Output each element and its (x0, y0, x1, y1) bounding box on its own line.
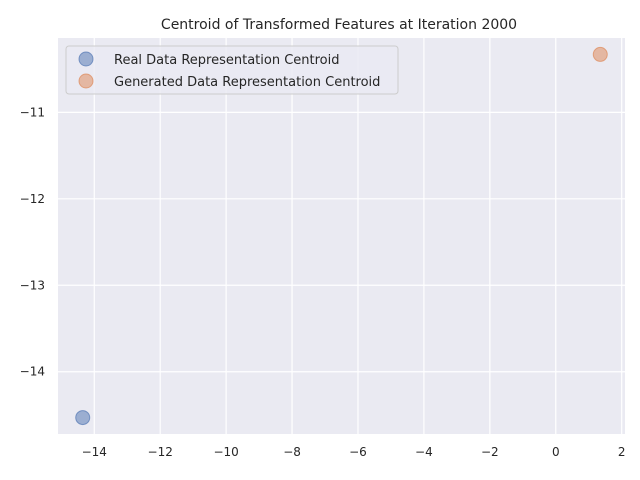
legend-label: Real Data Representation Centroid (114, 53, 339, 68)
x-tick-label: −6 (349, 445, 367, 459)
x-tick-label: 2 (618, 445, 626, 459)
x-tick-label: 0 (552, 445, 560, 459)
x-tick-label: −14 (82, 445, 107, 459)
y-tick-label: −11 (20, 105, 45, 119)
y-tick-label: −13 (20, 278, 45, 292)
data-points (75, 46, 608, 426)
legend-marker (78, 73, 94, 89)
y-tick-label: −14 (20, 365, 45, 379)
y-axis-ticks: −14 −13 −12 −11 (20, 105, 45, 378)
legend: Real Data Representation Centroid Generat… (65, 45, 399, 95)
legend-label: Generated Data Representation Centroid (114, 75, 380, 90)
x-tick-label: −12 (148, 445, 173, 459)
chart-title: Centroid of Transformed Features at Iter… (161, 17, 517, 33)
y-tick-label: −12 (20, 192, 45, 206)
grid-lines (58, 38, 625, 434)
x-tick-label: −2 (481, 445, 499, 459)
x-tick-label: −4 (415, 445, 433, 459)
data-point (75, 410, 91, 426)
plot-area (58, 38, 625, 434)
legend-marker (78, 51, 94, 67)
data-point (592, 46, 608, 62)
x-axis-ticks: −14 −12 −10 −8 −6 −4 −2 0 2 (82, 445, 626, 459)
x-tick-label: −10 (213, 445, 238, 459)
legend-box (65, 45, 399, 95)
x-tick-label: −8 (283, 445, 301, 459)
